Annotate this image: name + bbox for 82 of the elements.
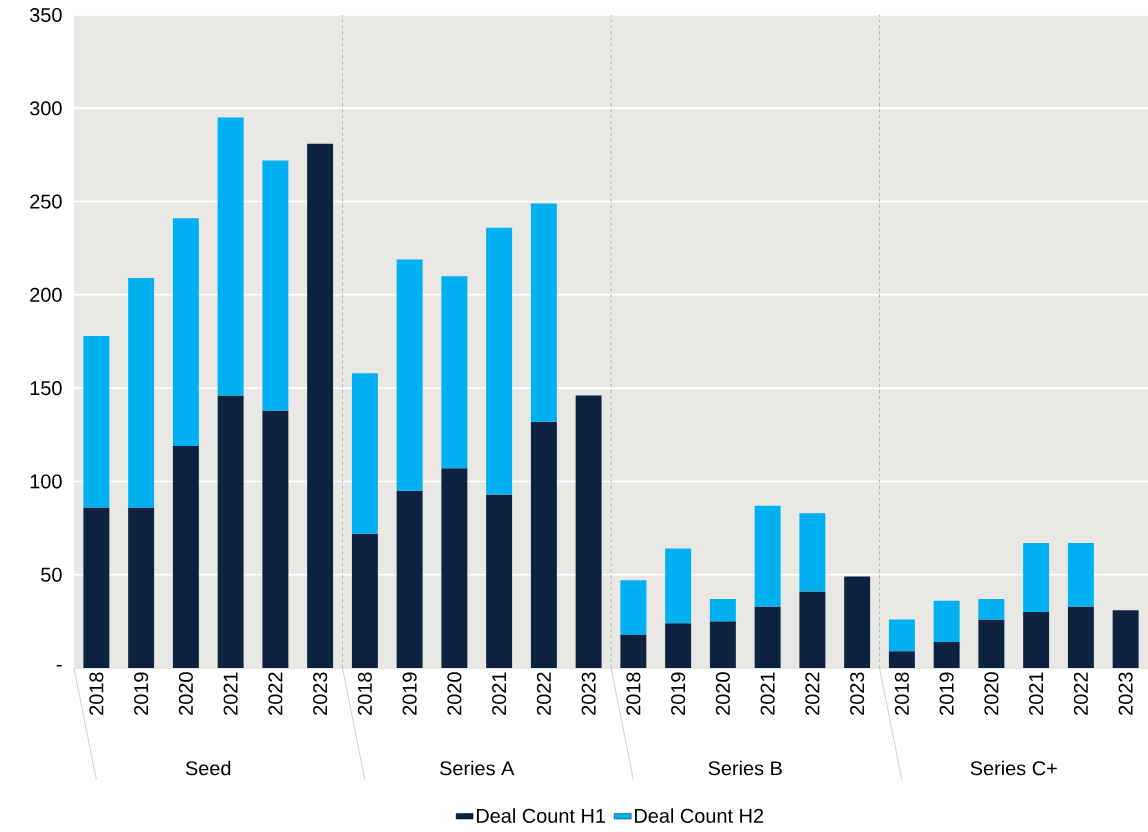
legend-label: Deal Count H1	[476, 808, 605, 823]
bar	[307, 143, 334, 668]
x-tick-label: 2020	[178, 672, 193, 715]
x-tick-label: 2020	[984, 672, 999, 715]
bar	[172, 218, 199, 446]
bar	[217, 117, 244, 396]
x-tick-label: 2023	[581, 672, 596, 715]
x-tick-label: 2022	[805, 672, 820, 715]
x-tick-label: 2018	[89, 672, 104, 715]
y-tick-label: 150	[30, 381, 62, 396]
bar	[620, 580, 647, 635]
bar	[665, 548, 692, 624]
bar	[262, 410, 289, 668]
bar	[530, 203, 557, 422]
bar	[933, 600, 960, 642]
bar	[1023, 543, 1050, 613]
x-tick-label: 2023	[313, 672, 328, 715]
bar	[351, 533, 378, 668]
bar	[575, 395, 602, 668]
bar	[1112, 610, 1139, 668]
x-tick-label: 2018	[894, 672, 909, 715]
bar	[486, 227, 513, 495]
bar	[83, 335, 110, 508]
bar	[1067, 543, 1094, 607]
y-tick-label: 350	[30, 7, 62, 23]
x-tick-label: 2019	[671, 672, 686, 715]
x-tick-label: 2021	[492, 672, 507, 715]
bar	[530, 421, 557, 668]
bar	[620, 634, 647, 668]
x-tick-label: 2019	[939, 672, 954, 715]
y-tick-label: 50	[41, 567, 62, 582]
text: Series C+	[970, 760, 1057, 776]
x-tick-label: 2023	[1118, 672, 1133, 715]
x-tick-label: 2019	[402, 672, 417, 715]
x-tick-label: 2018	[357, 672, 372, 715]
bar	[128, 507, 155, 668]
bar	[351, 373, 378, 534]
y-tick-label: -	[56, 664, 62, 667]
x-tick-label: 2021	[760, 672, 775, 715]
x-tick-label: 2022	[536, 672, 551, 715]
legend-label: Deal Count H2	[635, 808, 764, 823]
bar	[441, 468, 468, 668]
bar	[172, 445, 199, 668]
x-tick-label: 2022	[268, 672, 283, 715]
bar	[262, 160, 289, 411]
bar	[1067, 606, 1094, 668]
text: Series A	[440, 760, 515, 776]
bar	[128, 278, 155, 508]
x-tick-label: 2020	[447, 672, 462, 715]
bar	[844, 576, 871, 668]
bar	[709, 621, 736, 668]
bar	[1023, 612, 1050, 668]
x-tick-label: 2020	[715, 672, 730, 715]
bar	[754, 606, 781, 668]
bar	[441, 276, 468, 469]
x-tick-label: 2018	[626, 672, 641, 715]
bar	[396, 490, 423, 668]
bar	[486, 494, 513, 668]
bar	[888, 651, 915, 668]
y-tick-label: 300	[30, 101, 62, 116]
bar	[978, 619, 1005, 668]
bar	[217, 395, 244, 668]
bar	[665, 623, 692, 668]
bar	[978, 598, 1005, 620]
y-tick-label: 200	[30, 287, 62, 302]
y-tick-label: 250	[30, 194, 62, 209]
bar	[933, 641, 960, 668]
y-tick-label: 100	[30, 474, 62, 489]
bar	[396, 259, 423, 491]
text: Series B	[708, 760, 782, 776]
x-tick-label: 2019	[134, 672, 149, 715]
bar	[799, 591, 826, 668]
bar	[754, 505, 781, 607]
bar	[888, 619, 915, 652]
x-tick-label: 2021	[1029, 672, 1044, 715]
x-tick-label: 2023	[850, 672, 865, 715]
bar	[709, 598, 736, 622]
text: Seed	[185, 760, 231, 776]
x-tick-label: 2022	[1073, 672, 1088, 715]
bar	[799, 513, 826, 592]
x-tick-label: 2021	[223, 672, 238, 715]
bar	[83, 507, 110, 668]
